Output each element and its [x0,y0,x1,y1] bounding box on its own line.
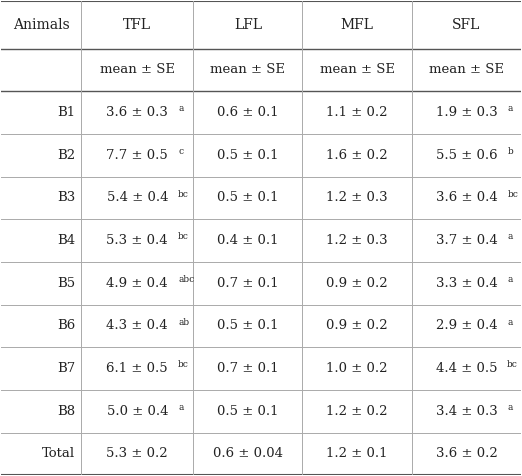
Text: LFL: LFL [234,18,262,31]
Text: 3.6 ± 0.3: 3.6 ± 0.3 [106,106,168,119]
Text: 5.3 ± 0.4: 5.3 ± 0.4 [106,234,168,247]
Text: 3.6 ± 0.4: 3.6 ± 0.4 [435,191,497,204]
Text: B1: B1 [57,106,75,119]
Text: 4.3 ± 0.4: 4.3 ± 0.4 [106,319,168,332]
Text: MFL: MFL [341,18,374,31]
Text: 3.4 ± 0.3: 3.4 ± 0.3 [435,405,497,418]
Text: B4: B4 [57,234,75,247]
Text: 0.6 ± 0.1: 0.6 ± 0.1 [217,106,279,119]
Text: 0.4 ± 0.1: 0.4 ± 0.1 [217,234,279,247]
Text: 5.3 ± 0.2: 5.3 ± 0.2 [106,447,168,460]
Text: a: a [507,232,513,241]
Text: B3: B3 [57,191,75,204]
Text: Animals: Animals [13,18,69,31]
Text: 3.7 ± 0.4: 3.7 ± 0.4 [435,234,497,247]
Text: 0.5 ± 0.1: 0.5 ± 0.1 [217,191,279,204]
Text: B6: B6 [57,319,75,332]
Text: bc: bc [178,232,189,241]
Text: bc: bc [178,190,189,198]
Text: a: a [507,318,513,327]
Text: Total: Total [42,447,75,460]
Text: B7: B7 [57,362,75,375]
Text: 3.6 ± 0.2: 3.6 ± 0.2 [435,447,497,460]
Text: 6.1 ± 0.5: 6.1 ± 0.5 [106,362,168,375]
Text: TFL: TFL [123,18,151,31]
Text: B8: B8 [57,405,75,418]
Text: a: a [178,403,184,412]
Text: c: c [179,147,183,156]
Text: 0.5 ± 0.1: 0.5 ± 0.1 [217,405,279,418]
Text: 0.5 ± 0.1: 0.5 ± 0.1 [217,149,279,162]
Text: 2.9 ± 0.4: 2.9 ± 0.4 [435,319,497,332]
Text: 1.0 ± 0.2: 1.0 ± 0.2 [326,362,388,375]
Text: 5.5 ± 0.6: 5.5 ± 0.6 [435,149,497,162]
Text: 1.2 ± 0.3: 1.2 ± 0.3 [326,234,388,247]
Text: mean ± SE: mean ± SE [100,63,175,77]
Text: 1.1 ± 0.2: 1.1 ± 0.2 [326,106,388,119]
Text: mean ± SE: mean ± SE [319,63,395,77]
Text: 1.9 ± 0.3: 1.9 ± 0.3 [435,106,497,119]
Text: mean ± SE: mean ± SE [429,63,504,77]
Text: B2: B2 [57,149,75,162]
Text: 1.6 ± 0.2: 1.6 ± 0.2 [326,149,388,162]
Text: bc: bc [507,190,518,198]
Text: a: a [507,275,513,284]
Text: bc: bc [507,360,518,369]
Text: ab: ab [178,318,189,327]
Text: SFL: SFL [452,18,481,31]
Text: 0.6 ± 0.04: 0.6 ± 0.04 [213,447,283,460]
Text: B5: B5 [57,277,75,290]
Text: b: b [507,147,513,156]
Text: a: a [507,104,513,113]
Text: a: a [507,403,513,412]
Text: 0.9 ± 0.2: 0.9 ± 0.2 [326,277,388,290]
Text: 0.9 ± 0.2: 0.9 ± 0.2 [326,319,388,332]
Text: mean ± SE: mean ± SE [210,63,286,77]
Text: 1.2 ± 0.2: 1.2 ± 0.2 [326,405,388,418]
Text: 0.7 ± 0.1: 0.7 ± 0.1 [217,362,279,375]
Text: a: a [179,104,184,113]
Text: abc: abc [178,275,195,284]
Text: 4.9 ± 0.4: 4.9 ± 0.4 [106,277,168,290]
Text: 5.0 ± 0.4: 5.0 ± 0.4 [106,405,168,418]
Text: 1.2 ± 0.1: 1.2 ± 0.1 [326,447,388,460]
Text: 4.4 ± 0.5: 4.4 ± 0.5 [436,362,497,375]
Text: 5.4 ± 0.4: 5.4 ± 0.4 [106,191,168,204]
Text: bc: bc [178,360,189,369]
Text: 7.7 ± 0.5: 7.7 ± 0.5 [106,149,168,162]
Text: 0.5 ± 0.1: 0.5 ± 0.1 [217,319,279,332]
Text: 1.2 ± 0.3: 1.2 ± 0.3 [326,191,388,204]
Text: 3.3 ± 0.4: 3.3 ± 0.4 [435,277,497,290]
Text: 0.7 ± 0.1: 0.7 ± 0.1 [217,277,279,290]
